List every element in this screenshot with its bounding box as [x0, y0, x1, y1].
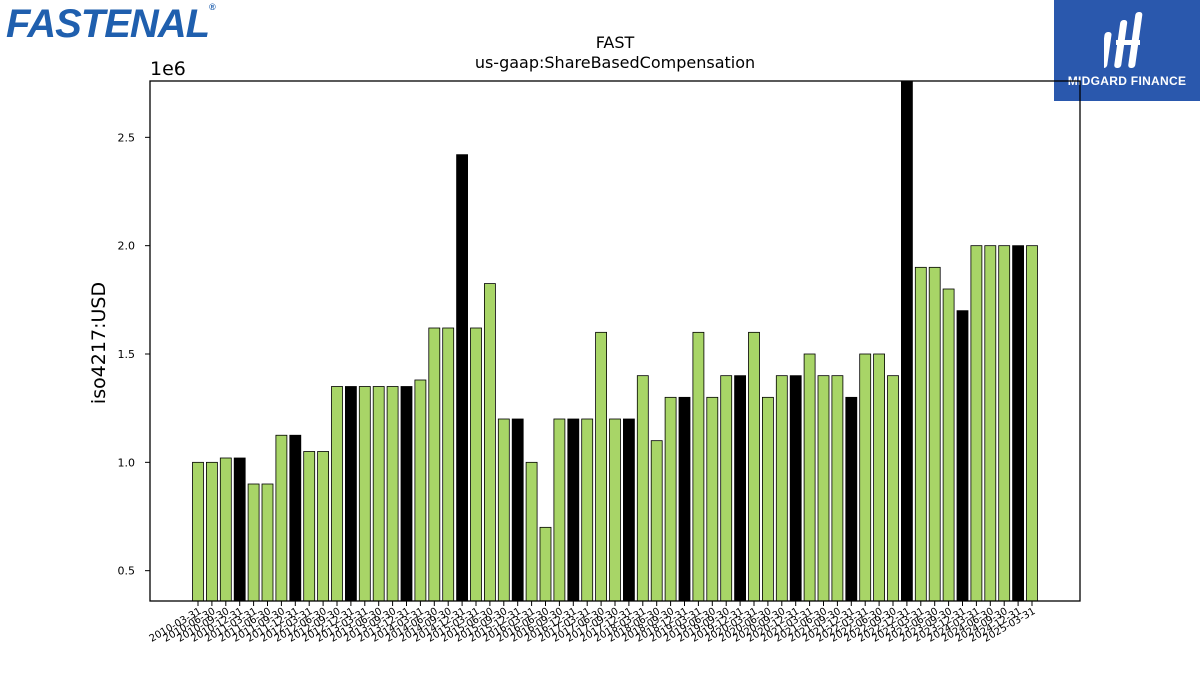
bar — [887, 375, 899, 602]
y-axis-label: iso4217:USD — [88, 282, 110, 404]
bar — [914, 266, 927, 602]
bar — [650, 440, 663, 602]
bar — [623, 418, 635, 602]
bar — [303, 451, 316, 602]
bar — [192, 461, 204, 602]
midgard-finance-logo: MIDGARD FINANCE — [1054, 0, 1200, 101]
bar — [567, 418, 580, 602]
bar — [289, 434, 302, 602]
y-tick-label: 0.5 — [118, 565, 136, 578]
bar — [998, 245, 1011, 602]
bar — [789, 375, 802, 602]
bar — [901, 80, 913, 602]
bar — [664, 396, 677, 602]
y-tick-label: 1.0 — [118, 456, 136, 469]
bar — [678, 396, 691, 602]
bar — [442, 327, 455, 602]
bar — [706, 396, 719, 602]
bar — [859, 353, 872, 602]
bar — [553, 418, 566, 602]
bar — [205, 461, 218, 602]
fastenal-logo-text: FASTENAL — [6, 2, 210, 46]
bar — [372, 386, 385, 602]
bar — [581, 418, 594, 602]
bar — [483, 283, 496, 602]
bar — [261, 483, 274, 602]
bar — [511, 418, 524, 602]
chart-subtitle: us-gaap:ShareBasedCompensation — [475, 53, 755, 72]
bar — [1012, 245, 1024, 602]
bar — [470, 327, 482, 602]
y-scale-label: 1e6 — [150, 58, 186, 80]
bar — [386, 386, 399, 602]
bar — [358, 386, 371, 602]
x-ticks-group: 2010-03-312010-06-302010-09-302010-12-31… — [148, 601, 1038, 645]
y-tick-label: 2.0 — [118, 240, 136, 253]
y-ticks-group: 0.5 1.0 1.5 2.0 2.5 — [118, 131, 150, 578]
bar — [734, 375, 746, 602]
bars-group — [192, 80, 1038, 602]
bar — [344, 386, 357, 602]
bar — [317, 451, 330, 602]
midgard-emblem-icon — [1104, 12, 1143, 68]
bar — [956, 310, 969, 602]
bar — [692, 331, 705, 602]
bar — [984, 245, 997, 602]
bar — [497, 418, 510, 602]
bar — [970, 245, 983, 602]
bar — [428, 327, 441, 602]
bar — [595, 331, 607, 602]
bar — [233, 457, 246, 602]
bar — [831, 375, 844, 602]
bar — [539, 526, 552, 602]
bar — [219, 457, 232, 602]
bar — [331, 386, 343, 602]
bar — [748, 331, 760, 602]
bar — [414, 379, 427, 602]
bar — [247, 483, 260, 602]
fastenal-logo: FASTENAL® — [6, 2, 216, 46]
midgard-finance-label: MIDGARD FINANCE — [1067, 74, 1187, 88]
chart-title: FAST — [596, 33, 635, 52]
bar — [942, 288, 955, 602]
bar — [275, 434, 288, 602]
bar — [456, 154, 469, 602]
bar — [803, 353, 816, 602]
bar — [720, 375, 733, 602]
bar — [609, 418, 621, 602]
bar — [636, 375, 649, 602]
bar — [817, 375, 830, 602]
y-tick-label: 1.5 — [118, 348, 136, 361]
bar — [525, 461, 538, 602]
bar — [762, 396, 774, 602]
y-tick-label: 2.5 — [118, 131, 136, 144]
bar — [928, 266, 941, 602]
bar — [400, 386, 413, 602]
bar — [873, 353, 885, 602]
bar — [845, 396, 858, 602]
bar — [1026, 245, 1038, 602]
plot-frame — [149, 80, 1081, 602]
bar — [775, 375, 788, 602]
